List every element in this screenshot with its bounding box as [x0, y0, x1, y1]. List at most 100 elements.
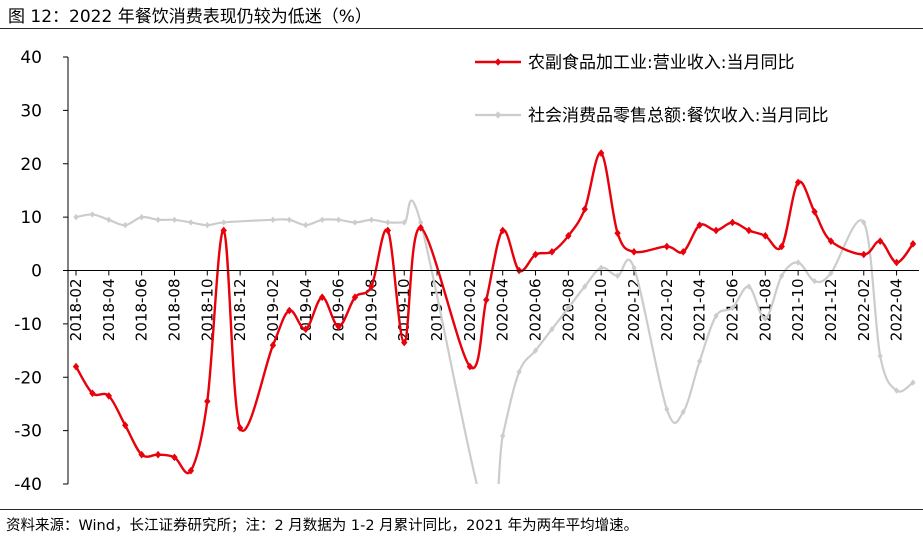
y-tick-label: -40 [14, 475, 42, 495]
y-tick-label: 10 [20, 208, 42, 228]
data-point [729, 218, 736, 227]
x-tick-label: 2022-02 [855, 279, 873, 342]
data-point [876, 237, 884, 245]
y-tick-label: 30 [20, 101, 42, 121]
data-point [171, 216, 178, 223]
data-point [516, 368, 522, 376]
data-point [893, 258, 900, 267]
data-point [746, 283, 752, 290]
data-point [499, 226, 506, 235]
data-point [318, 293, 326, 301]
data-point [794, 178, 802, 187]
footnote: 资料来源：Wind，长江证券研究所；注：2 月数据为 1-2 月累计同比，202… [6, 518, 639, 534]
x-tick-label: 2022-04 [888, 279, 906, 342]
title-divider [0, 28, 923, 29]
y-axis: -40 -30 -20 -10 0 10 20 30 40 [14, 48, 68, 495]
data-point [139, 213, 145, 221]
y-tick-label: 20 [20, 155, 42, 175]
x-tick-label: 2018-12 [231, 279, 249, 342]
x-tick-label: 2019-08 [362, 279, 380, 342]
x-tick-label: 2021-12 [822, 279, 840, 342]
data-point [483, 296, 490, 304]
y-tick-label: 40 [20, 48, 42, 68]
data-point [138, 450, 145, 459]
legend-item-1: 农副食品加工业:营业收入:当月同比 [475, 53, 794, 73]
data-point [762, 315, 768, 322]
x-tick-label: 2018-04 [100, 279, 118, 342]
data-point [155, 216, 161, 223]
data-point [122, 221, 128, 229]
data-point [811, 207, 818, 216]
data-point [811, 277, 818, 285]
data-point [680, 248, 687, 256]
x-tick-label: 2021-10 [789, 279, 807, 342]
data-point [532, 347, 539, 354]
x-tick-label: 2021-08 [756, 279, 774, 342]
data-point [220, 226, 227, 235]
data-point [614, 229, 621, 237]
data-point [713, 312, 719, 320]
data-point [236, 424, 244, 432]
data-point [171, 453, 178, 462]
y-tick-label: -30 [14, 422, 42, 442]
data-point [582, 283, 588, 290]
data-point [712, 226, 720, 235]
legend-marker [494, 58, 502, 66]
data-point [303, 221, 309, 229]
data-point [204, 397, 211, 406]
x-tick-label: 2020-10 [592, 279, 610, 342]
plot-area [72, 149, 917, 484]
data-point [302, 325, 309, 334]
data-point [286, 306, 293, 315]
data-point [73, 213, 79, 221]
data-point [614, 272, 621, 280]
x-tick-label: 2020-06 [527, 279, 545, 342]
data-point [696, 221, 703, 229]
data-point [795, 259, 801, 266]
data-point [893, 387, 900, 394]
x-tick-label: 2019-12 [428, 279, 446, 342]
data-point [597, 149, 605, 157]
data-point [909, 240, 917, 248]
data-point [269, 341, 277, 350]
data-point [466, 362, 474, 371]
series-1 [72, 149, 917, 475]
data-point [877, 352, 883, 360]
data-point [106, 216, 112, 223]
data-point [122, 421, 129, 430]
x-tick-label: 2018-08 [165, 279, 183, 342]
figure-title: 图 12：2022 年餐饮消费表现仍较为低迷（%） [8, 7, 372, 27]
data-point [89, 211, 96, 218]
x-tick-label: 2020-02 [461, 279, 479, 342]
data-point [385, 219, 391, 226]
x-tick-label: 2021-04 [691, 279, 709, 342]
data-point [401, 219, 407, 226]
x-tick-label: 2018-10 [198, 279, 216, 342]
data-point [384, 226, 392, 235]
data-point [631, 264, 637, 272]
data-point [630, 248, 638, 256]
data-point [187, 466, 195, 475]
data-point [680, 408, 686, 416]
legend-marker [494, 111, 502, 119]
x-tick-label: 2019-02 [264, 279, 282, 342]
x-axis: 2018-02 2018-04 2018-06 2018-08 2018-10 2018-… [67, 270, 906, 342]
data-point [598, 264, 604, 272]
y-tick-label: 0 [31, 262, 42, 282]
data-point [401, 338, 408, 347]
data-point [154, 450, 162, 459]
series-2 [73, 199, 916, 484]
x-tick-label: 2020-04 [494, 279, 512, 342]
data-point [335, 322, 342, 331]
data-point [664, 406, 670, 413]
series-line [75, 199, 914, 484]
data-point [368, 282, 375, 291]
x-tick-label: 2018-02 [67, 279, 85, 342]
footnote-divider [0, 509, 923, 510]
data-point [745, 226, 753, 235]
data-point [286, 216, 292, 223]
data-point [89, 389, 96, 398]
data-point [319, 216, 325, 223]
y-tick-label: -20 [14, 368, 42, 388]
